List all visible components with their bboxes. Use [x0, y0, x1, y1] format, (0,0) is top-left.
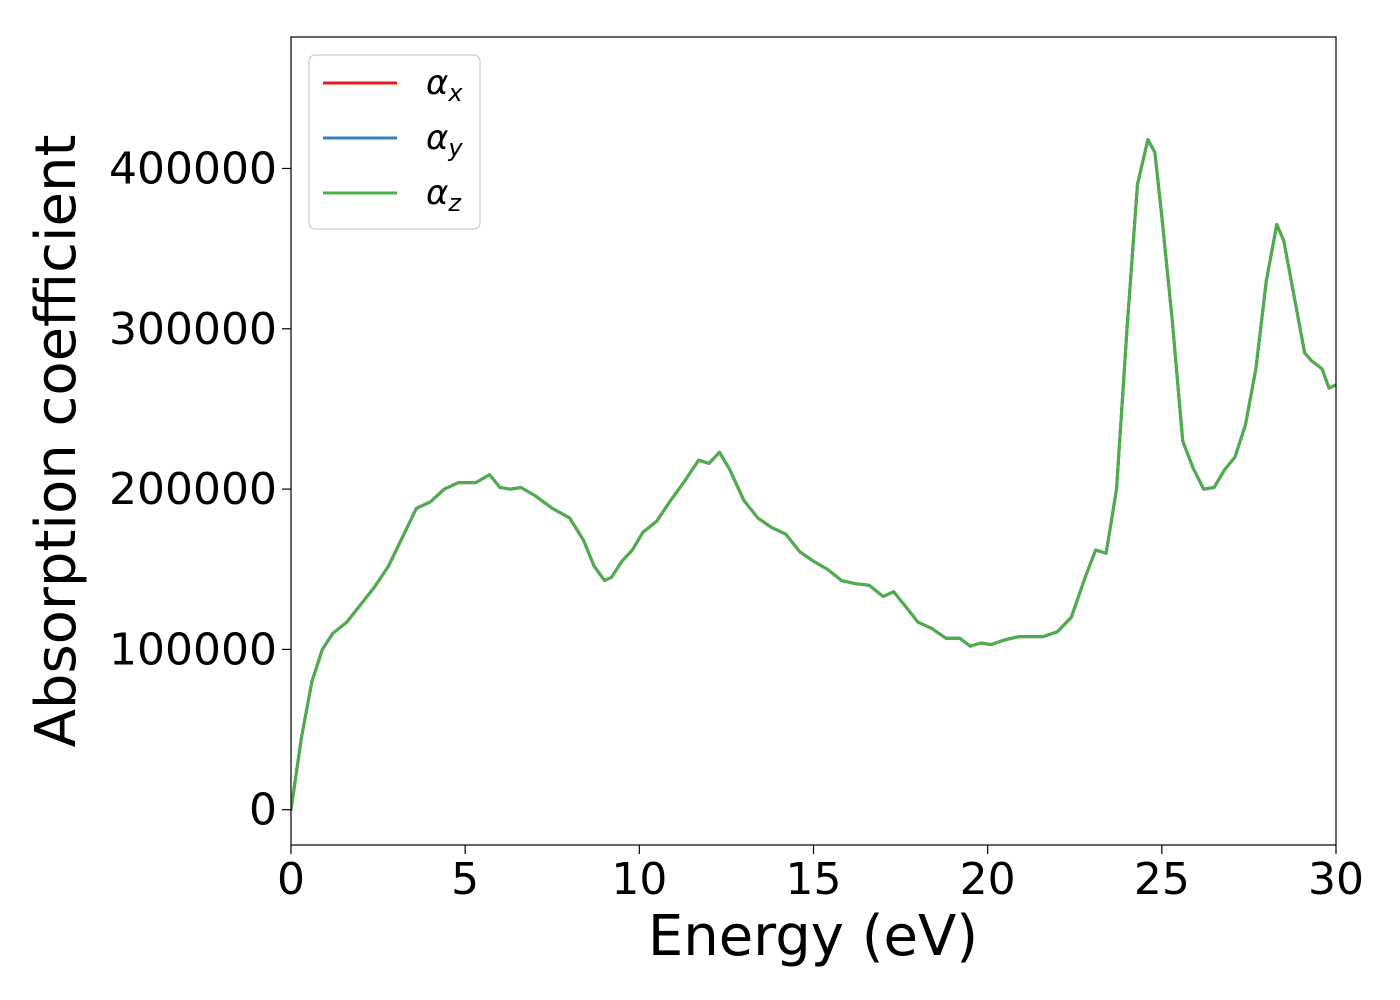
- legend: αx αy αz: [308, 54, 481, 230]
- x-tick-label: 5: [451, 854, 479, 905]
- legend-label-y: αy: [426, 118, 463, 162]
- x-axis-ticks: 0 5 10 15 20 25 30: [277, 845, 1364, 905]
- legend-box: [308, 54, 481, 230]
- x-axis-label: Energy (eV): [648, 904, 978, 969]
- x-tick-label: 10: [611, 854, 667, 905]
- y-tick-label: 400000: [109, 143, 277, 194]
- series-layer: [291, 138, 1336, 812]
- x-tick-label: 15: [786, 854, 842, 905]
- x-tick-label: 0: [277, 854, 305, 905]
- y-tick-label: 100000: [109, 624, 277, 675]
- y-tick-label: 200000: [109, 464, 277, 515]
- y-tick-label: 300000: [109, 304, 277, 355]
- plot-area: [290, 36, 1337, 846]
- legend-label-x: αx: [426, 63, 463, 107]
- legend-entries: αx αy αz: [323, 63, 463, 217]
- x-tick-label: 20: [960, 854, 1016, 905]
- y-axis-ticks: 0 100000 200000 300000 400000: [109, 143, 291, 836]
- x-tick-label: 25: [1134, 854, 1190, 905]
- y-axis-label: Absorption coefficient: [24, 135, 89, 748]
- x-tick-label: 30: [1308, 854, 1364, 905]
- series-line-z: [291, 138, 1336, 812]
- y-tick-label: 0: [249, 785, 277, 836]
- legend-label-z: αz: [426, 173, 462, 217]
